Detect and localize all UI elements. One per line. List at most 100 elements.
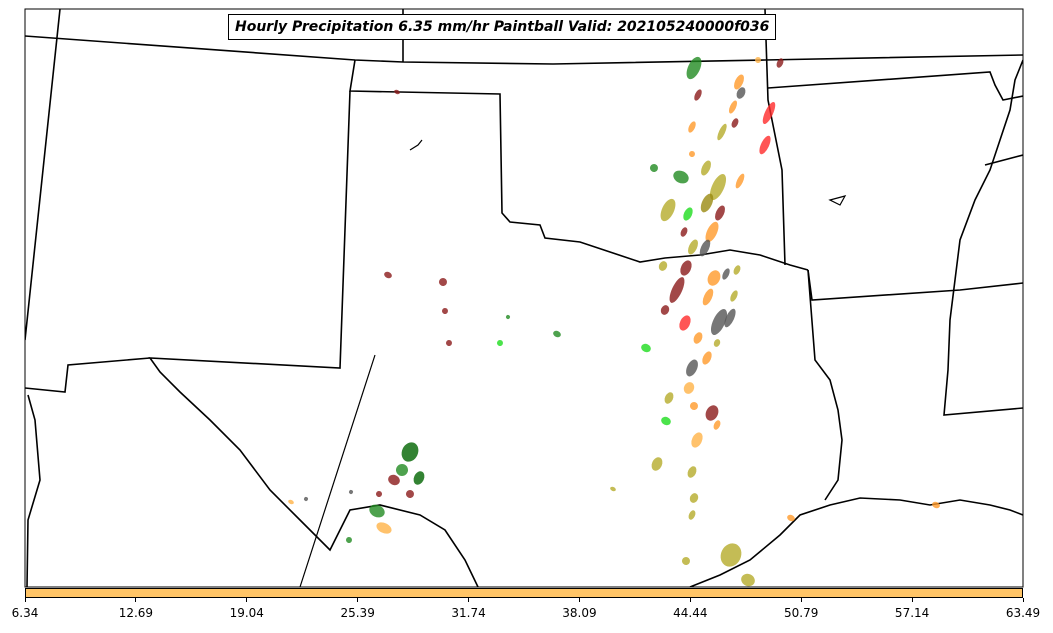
border-tx-ok (349, 59, 809, 271)
precip-blob (497, 340, 503, 346)
precip-blob (439, 278, 447, 286)
precip-blob (661, 416, 671, 426)
precip-blob (735, 173, 745, 189)
border-ar-ms (984, 154, 1023, 166)
precip-blob (709, 174, 727, 200)
precip-blob (710, 309, 728, 335)
border-rio-grande (299, 354, 376, 587)
colorbar-tick-label: 31.74 (451, 606, 486, 620)
colorbar-tick (246, 598, 248, 602)
precip-blob (394, 89, 400, 95)
gulf-coast (689, 497, 1023, 587)
precip-blob (932, 501, 940, 509)
precip-blob (713, 420, 721, 430)
precip-blob (705, 405, 719, 421)
precip-blob (717, 123, 727, 141)
precip-blob (694, 89, 702, 101)
border-mo-ok (764, 9, 786, 266)
precip-blob (728, 100, 738, 114)
precip-blob (682, 557, 690, 565)
colorbar-tick-label: 57.14 (894, 606, 930, 620)
precip-blob (705, 221, 719, 243)
precip-blob (384, 271, 392, 279)
colorbar-tick (24, 598, 26, 602)
precip-blob (730, 290, 738, 302)
colorbar-tick (689, 598, 691, 602)
colorbar-tick-label: 12.69 (118, 606, 154, 620)
precip-blob (776, 58, 784, 68)
colorbar-tick-label: 44.44 (673, 606, 708, 620)
border-mx-coast (26, 394, 41, 587)
precip-blob (680, 227, 688, 237)
precip-blob (369, 504, 385, 518)
precip-blob (664, 392, 674, 404)
precip-blob (687, 466, 697, 478)
precip-blob (641, 343, 651, 353)
precip-blob (346, 537, 352, 543)
precip-blob (731, 118, 739, 128)
border-tx-la (807, 269, 843, 501)
precip-blob (396, 464, 408, 476)
precip-blob (388, 474, 400, 486)
precip-blob (702, 288, 714, 306)
precip-blob (707, 270, 721, 286)
precip-blob (691, 432, 703, 448)
precip-blob (689, 493, 699, 503)
colorbar-tick (578, 598, 580, 602)
colorbar-tick (1022, 598, 1024, 602)
colorbar-tick-label: 6.34 (11, 606, 39, 620)
colorbar-tick-label: 38.09 (562, 606, 597, 620)
precip-blob (446, 340, 452, 346)
colorbar-tick (800, 598, 802, 602)
precip-blob (651, 457, 663, 471)
border-ms-river (943, 59, 1023, 416)
precip-blob (762, 101, 776, 125)
precip-blob (690, 402, 698, 410)
precip-blob (669, 277, 685, 303)
map-frame (24, 8, 1024, 588)
precip-blob (553, 330, 561, 338)
precip-blob (304, 497, 308, 501)
precip-blob (376, 491, 382, 497)
precip-blob (406, 490, 414, 498)
precip-blob (650, 164, 658, 172)
precip-blob (658, 261, 668, 271)
precip-blob (722, 268, 730, 280)
precip-blob (688, 239, 698, 255)
precip-blob (720, 543, 742, 567)
precip-blob (673, 170, 689, 184)
precip-blob (759, 135, 771, 155)
border-mo-ar (767, 71, 1023, 101)
precip-blob (376, 522, 392, 534)
precip-blob (349, 490, 353, 494)
map-title: Hourly Precipitation 6.35 mm/hr Paintbal… (228, 14, 777, 40)
colorbar-tick (911, 598, 913, 602)
precip-blob (680, 260, 692, 276)
precip-blob (699, 239, 711, 257)
colorbar-tick-label: 63.49 (1005, 606, 1041, 620)
colorbar-tick (468, 598, 470, 602)
border-40n (25, 35, 1023, 65)
precip-blob (755, 57, 761, 63)
precip-blob (506, 315, 510, 319)
colorbar-tick-label: 19.04 (229, 606, 264, 620)
precip-blob (702, 351, 712, 365)
precip-blob (288, 499, 294, 505)
precip-blob (724, 308, 736, 328)
precip-blob (683, 382, 695, 394)
state-borders (25, 9, 1023, 587)
precip-blob (660, 305, 670, 315)
precip-blob (688, 510, 696, 520)
precipitation-blobs (288, 56, 940, 587)
precip-blob (734, 74, 744, 90)
lake-nm (409, 139, 423, 151)
precip-blob (679, 315, 691, 331)
precip-blob (787, 514, 795, 522)
colorbar-tick-label: 25.39 (340, 606, 375, 620)
lake-ok (828, 195, 847, 206)
precip-blob (700, 193, 714, 213)
precip-blob (686, 359, 698, 377)
precip-blob (610, 486, 616, 492)
colorbar (25, 588, 1023, 598)
